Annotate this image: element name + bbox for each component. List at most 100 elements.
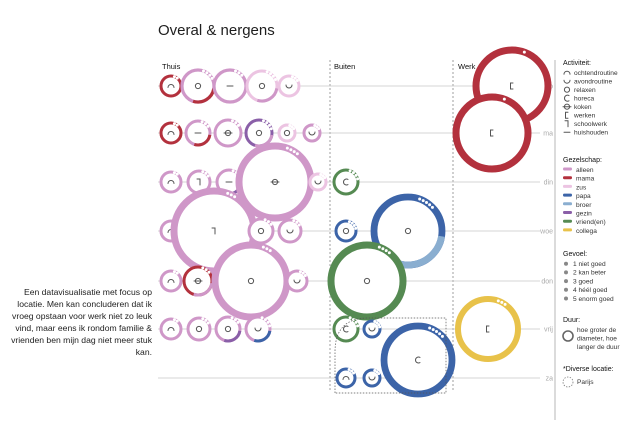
gevoel-dot [265, 121, 269, 125]
avondroutine-icon [563, 79, 571, 84]
circle-ring [302, 123, 322, 143]
relaxen-icon [255, 129, 263, 137]
gevoel-dot [236, 320, 240, 324]
legend-swatch [563, 228, 572, 232]
gevoel-dot [233, 195, 237, 199]
activity-circle [159, 74, 183, 98]
gevoel-dot [387, 251, 391, 255]
legend-gevoel-label: 2 kan beter [573, 270, 607, 277]
activity-circle [211, 241, 291, 321]
activity-circle [332, 315, 360, 343]
gevoel-dot [265, 247, 269, 251]
ochtendroutine-icon [167, 327, 175, 331]
gevoel-dot [265, 70, 269, 74]
legend-activity-item [565, 111, 569, 119]
activity-circle [327, 241, 407, 321]
werken-icon [565, 111, 569, 119]
day-label: za [546, 376, 554, 383]
gevoel-dot [378, 325, 382, 329]
activity-circle [213, 118, 243, 148]
gevoel-dot [230, 316, 234, 320]
circle-ring [277, 218, 303, 244]
gevoel-dot [347, 220, 351, 224]
gevoel-dot [201, 317, 205, 321]
gevoel-dot [233, 318, 237, 322]
activity-circle [180, 68, 216, 104]
relaxen-icon [195, 325, 203, 333]
werken-icon [490, 129, 494, 137]
gevoel-dot [522, 50, 526, 54]
gevoel-dot [261, 245, 265, 249]
gevoel-dot [269, 127, 273, 131]
activity-circle [380, 322, 456, 398]
avondroutine-icon [308, 131, 316, 136]
legend-gevoel-label: 5 enorm goed [573, 296, 614, 303]
circle-ring [380, 322, 456, 398]
gevoel-dot [234, 121, 238, 125]
gevoel-dot [260, 316, 264, 320]
werken-icon [486, 325, 490, 333]
gevoel-dot [207, 270, 211, 274]
gevoel-dot [289, 148, 293, 152]
circle-ring [332, 168, 360, 196]
avondroutine-icon [368, 327, 376, 332]
activity-circle [212, 68, 248, 104]
relaxen-icon [247, 277, 255, 285]
legend-activity-label: huishouden [574, 130, 608, 137]
activity-circle [370, 193, 446, 269]
relaxen-icon [363, 277, 371, 285]
circle-ring-segment [223, 330, 242, 343]
description-text: Een datavisualisatie met focus op locati… [11, 287, 152, 357]
day-label: vrij [544, 327, 553, 334]
gevoel-dot [313, 123, 317, 127]
circle-ring-segment [193, 134, 212, 147]
circle-ring-segment [256, 87, 279, 103]
gevoel-dot [269, 72, 273, 76]
gevoel-dot [266, 220, 270, 224]
circle-ring [159, 170, 183, 194]
horeca-icon [564, 94, 570, 102]
gevoel-dot [172, 122, 176, 126]
circle-ring [285, 269, 309, 293]
gevoel-dot [503, 302, 507, 306]
gevoel-dot [317, 127, 321, 131]
gevoel-dot [268, 324, 272, 328]
legend-heading-activiteit: Activiteit: [563, 60, 591, 67]
gevoel-dot [175, 172, 179, 176]
circle-ring [277, 74, 301, 98]
gevoel-dot [301, 271, 305, 275]
relaxen-icon [283, 129, 291, 137]
gevoel-dot [201, 266, 205, 270]
activity-circle [182, 265, 214, 297]
activity-circle [247, 217, 275, 245]
gevoel-dot [319, 172, 323, 176]
gevoel-dot [351, 318, 355, 322]
legend-swatch [563, 184, 572, 188]
gevoel-dot [172, 171, 176, 175]
legend-diverse-circle [562, 376, 574, 388]
gevoel-dot [352, 371, 356, 375]
legend-swatch [563, 167, 572, 171]
gevoel-dot [233, 69, 237, 73]
gevoel-dot [428, 326, 432, 330]
legend-gevoel-label: 1 niet goed [573, 261, 606, 268]
circle-ring-segment [253, 330, 272, 343]
circle-ring [159, 121, 183, 145]
activity-circle [362, 319, 382, 339]
avondroutine-icon [368, 376, 376, 381]
gevoel-dot [203, 122, 207, 126]
circle-ring [455, 296, 521, 362]
werken-icon [510, 82, 514, 90]
circle-ring [334, 219, 358, 243]
legend-activity-label: schoolwerk [574, 121, 608, 128]
gevoel-dot [210, 76, 214, 80]
gevoel-dot [323, 176, 327, 180]
gevoel-dot [175, 271, 179, 275]
legend-gevoel-dot [564, 287, 568, 292]
gevoel-dot [290, 75, 294, 79]
gevoel-dot [288, 123, 292, 127]
avondroutine-icon [254, 327, 262, 332]
legend-gezelschap-label: broer [576, 202, 592, 209]
horeca-icon [343, 325, 349, 333]
